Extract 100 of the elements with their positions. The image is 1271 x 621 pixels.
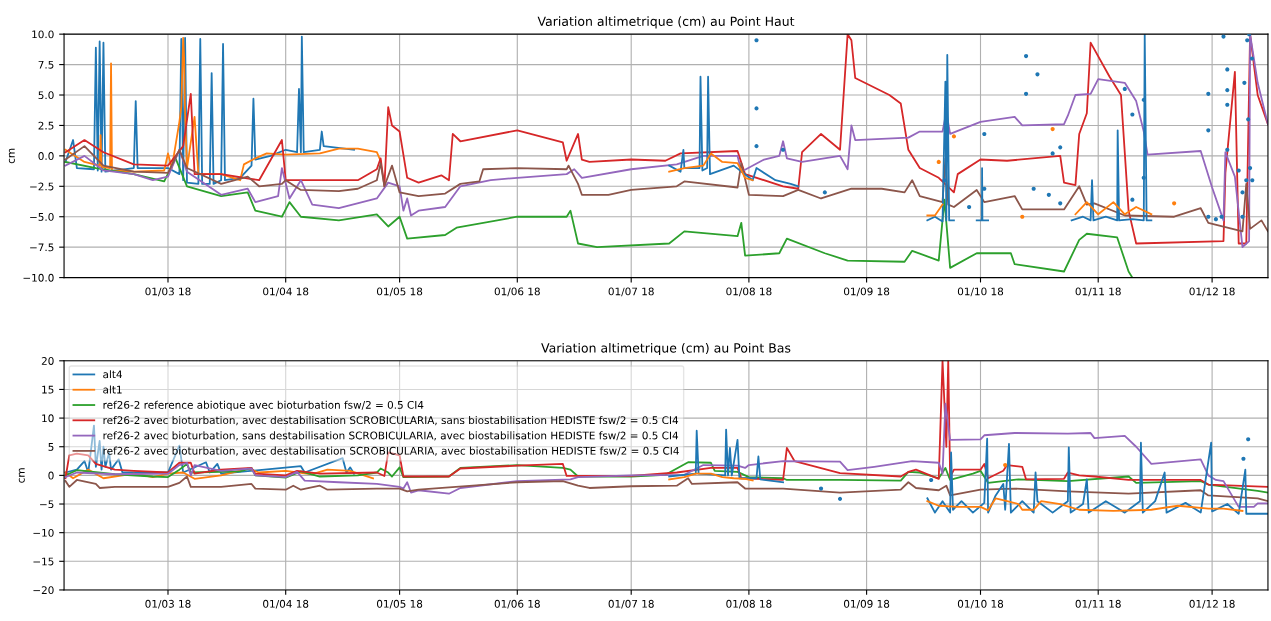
- point: [822, 190, 827, 195]
- x-tick-label: 01/11 18: [1075, 287, 1121, 297]
- legend-label: ref26-2 avec bioturbation, sans destabilisation SCROBICULARIA, avec biostabilisation HEDISTE fsw/2 = 0.5 CI4: [103, 431, 679, 441]
- x-tick-label: 01/09 18: [843, 599, 890, 609]
- x-tick-label: 01/03 18: [145, 599, 191, 609]
- point: [1058, 145, 1063, 150]
- line-series: [64, 145, 1268, 233]
- point: [1003, 462, 1008, 468]
- point: [1225, 88, 1230, 93]
- point: [1241, 456, 1246, 461]
- line-series: [926, 497, 1244, 512]
- y-axis-title: cm: [8, 148, 15, 164]
- y-tick-label: 5: [48, 443, 54, 451]
- y-tick-label: 2.5: [38, 121, 54, 130]
- line-series: [668, 75, 800, 188]
- point: [1245, 38, 1250, 43]
- x-tick-label: 01/12 18: [1189, 287, 1235, 297]
- x-tick-label: 01/05 18: [376, 599, 423, 609]
- point: [1246, 437, 1251, 442]
- y-tick-label: 20: [41, 357, 54, 365]
- point: [1247, 165, 1253, 171]
- point: [754, 38, 759, 43]
- x-tick-label: 01/06 18: [494, 287, 540, 297]
- point: [1244, 178, 1249, 183]
- x-tick-label: 01/05 18: [376, 287, 423, 297]
- line-series: [64, 402, 1268, 508]
- point: [951, 134, 957, 139]
- x-tick-label: 01/11 18: [1075, 599, 1121, 609]
- point: [1020, 214, 1025, 219]
- chart-title: Variation altimetrique (cm) au Point Bas: [541, 342, 791, 356]
- y-tick-label: 0.0: [38, 152, 54, 160]
- point: [1225, 102, 1230, 107]
- legend-label: alt4: [103, 370, 122, 379]
- x-tick-label: 01/04 18: [263, 599, 309, 609]
- point: [1023, 91, 1029, 96]
- y-tick-label: −20: [33, 586, 54, 595]
- point: [1130, 197, 1135, 202]
- x-tick-label: 01/12 18: [1189, 599, 1235, 609]
- point: [1206, 214, 1211, 219]
- x-tick-label: 01/07 18: [608, 287, 654, 297]
- line-series: [668, 152, 754, 182]
- y-tick-label: −5.0: [30, 212, 54, 221]
- point: [967, 204, 972, 210]
- point: [1225, 147, 1230, 152]
- point: [1240, 214, 1245, 219]
- point: [936, 159, 941, 165]
- legend-label: ref26-2 avec bioturbation, avec destabilisation SCROBICULARIA, avec biostabilisation HEDISTE fsw/2 = 0.5 CI4: [103, 446, 679, 456]
- y-tick-label: −7.5: [30, 243, 54, 252]
- x-tick-label: 01/07 18: [608, 599, 654, 609]
- x-tick-label: 01/08 18: [726, 287, 772, 297]
- x-tick-label: 01/04 18: [263, 287, 309, 297]
- y-tick-label: −10: [33, 528, 54, 537]
- point: [982, 131, 987, 137]
- chart-title: Variation altimetrique (cm) au Point Haut: [537, 16, 795, 29]
- point: [1206, 128, 1211, 133]
- legend-label: ref26-2 avec bioturbation, avec destabilisation SCROBICULARIA, sans biostabilisation HEDISTE fsw/2 = 0.5 CI4: [103, 416, 679, 426]
- y-tick-label: 0: [48, 471, 54, 480]
- y-tick-label: −5: [40, 500, 54, 509]
- x-tick-label: 01/10 18: [957, 599, 1004, 609]
- point: [982, 186, 987, 191]
- x-tick-label: 01/03 18: [145, 287, 191, 297]
- point: [1023, 53, 1029, 59]
- line-series: [1070, 34, 1153, 222]
- point: [780, 147, 786, 152]
- point: [1050, 127, 1055, 132]
- point: [1046, 192, 1051, 197]
- point: [1172, 201, 1177, 206]
- y-tick-label: −10.0: [23, 273, 54, 282]
- point: [1219, 214, 1224, 219]
- point: [1206, 91, 1211, 96]
- y-tick-label: 10.0: [32, 30, 54, 39]
- x-tick-label: 01/06 18: [494, 599, 540, 609]
- point: [929, 477, 934, 483]
- point: [1242, 80, 1247, 85]
- line-series: [668, 472, 754, 482]
- y-tick-label: −2.5: [30, 182, 54, 191]
- point: [1058, 201, 1063, 206]
- point: [754, 144, 759, 149]
- point: [837, 496, 843, 501]
- x-tick-label: 01/10 18: [957, 287, 1004, 297]
- line-series: [64, 157, 1134, 278]
- y-tick-label: 10: [42, 414, 54, 423]
- x-tick-label: 01/08 18: [726, 599, 772, 609]
- point: [942, 178, 947, 183]
- y-tick-label: −15: [33, 557, 54, 566]
- point: [818, 486, 824, 491]
- line-series: [926, 53, 955, 223]
- point: [1213, 217, 1218, 222]
- legend-label: alt1: [103, 385, 122, 394]
- y-tick-label: 15: [42, 385, 54, 394]
- line-series: [926, 437, 1268, 515]
- point: [1031, 186, 1036, 191]
- point: [1246, 117, 1251, 122]
- y-axis-title: cm: [18, 468, 25, 483]
- y-tick-label: 5.0: [38, 91, 54, 100]
- x-tick-label: 01/09 18: [843, 287, 890, 297]
- point: [1141, 175, 1146, 180]
- point: [1122, 86, 1127, 92]
- legend-label: ref26-2 reference abiotique avec bioturbation fsw/2 = 0.5 CI4: [103, 400, 424, 411]
- point: [1249, 56, 1255, 61]
